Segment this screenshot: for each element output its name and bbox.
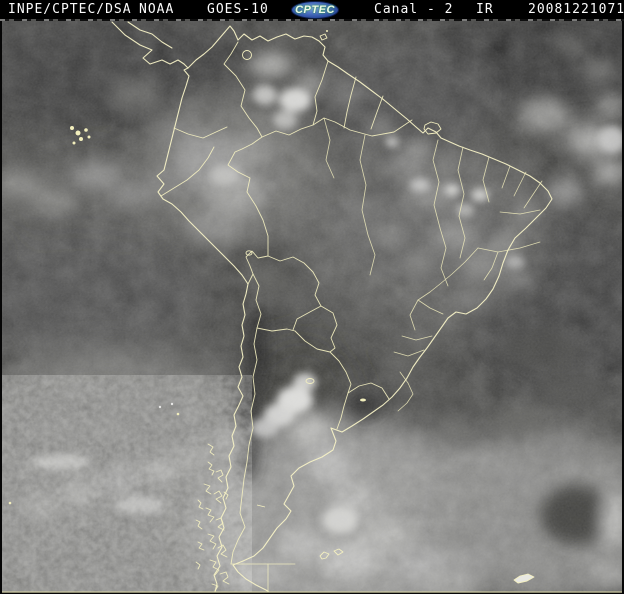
satellite-label: GOES-10 (207, 2, 269, 17)
panama-north-coast (127, 21, 173, 49)
header-separator (0, 19, 624, 21)
central-america-coastline (111, 21, 189, 69)
coastline (111, 21, 553, 592)
fjord-coastline (195, 443, 230, 592)
state-borders (323, 117, 543, 412)
south-america-coastline (156, 25, 553, 592)
timestamp-label: 200812210715 (528, 2, 624, 17)
cptec-logo-text: CPTEC (295, 4, 335, 16)
agency-label: INPE/CPTEC/DSA (8, 2, 132, 17)
country-borders (160, 41, 413, 592)
channel-label: Canal - 2 (374, 2, 454, 17)
fine-noise-layer (2, 21, 622, 592)
network-label: NOAA (139, 2, 175, 17)
cptec-logo-icon: CPTEC (291, 1, 339, 19)
band-label: IR (476, 2, 494, 17)
islands-and-lakes (8, 30, 535, 584)
